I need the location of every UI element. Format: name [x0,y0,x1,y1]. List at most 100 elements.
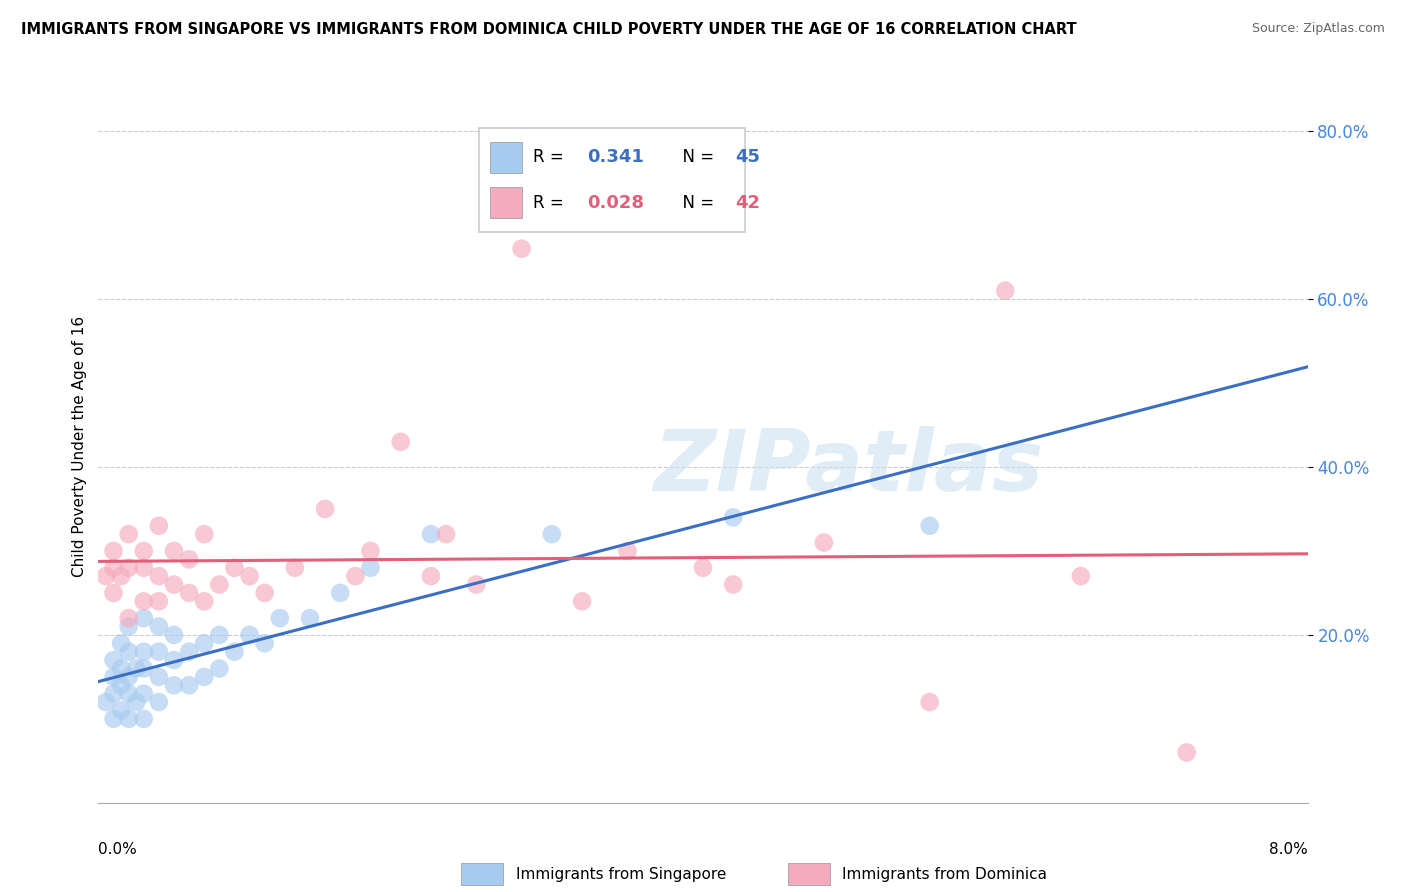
Point [110,678,132,692]
Point [110,703,132,717]
Point [224,560,246,574]
Point [118,712,141,726]
Point [179,678,201,692]
Point [110,661,132,675]
FancyBboxPatch shape [479,128,745,232]
Text: N =: N = [672,194,718,212]
Point [103,687,125,701]
Point [132,544,155,558]
Point [118,645,141,659]
Point [148,518,170,533]
FancyBboxPatch shape [489,142,522,173]
FancyBboxPatch shape [787,863,830,885]
Point [918,518,941,533]
Point [163,577,186,591]
Text: 0.0%: 0.0% [98,842,138,857]
Point [329,586,352,600]
Point [208,628,231,642]
Point [284,560,307,574]
Point [132,611,155,625]
Point [269,611,291,625]
Point [94,569,117,583]
Point [148,645,170,659]
Point [132,594,155,608]
Point [360,544,382,558]
Point [163,628,186,642]
Text: Immigrants from Dominica: Immigrants from Dominica [842,867,1047,881]
Point [103,586,125,600]
Text: 0.341: 0.341 [586,148,644,167]
Point [193,527,215,541]
Point [110,636,132,650]
Point [148,670,170,684]
Point [132,661,155,675]
Point [118,687,141,701]
Point [571,594,593,608]
Point [420,569,443,583]
Point [163,653,186,667]
Point [723,577,745,591]
Text: 0.028: 0.028 [586,194,644,212]
Point [148,695,170,709]
Point [193,594,215,608]
Point [299,611,322,625]
Point [163,678,186,692]
Point [813,535,835,549]
Point [239,628,262,642]
Point [118,527,141,541]
FancyBboxPatch shape [461,863,503,885]
Point [103,544,125,558]
Point [193,670,215,684]
Point [132,645,155,659]
Point [148,619,170,633]
Text: Source: ZipAtlas.com: Source: ZipAtlas.com [1251,22,1385,36]
Point [344,569,367,583]
Point [163,544,186,558]
Point [179,586,201,600]
Point [193,636,215,650]
Point [918,695,941,709]
Point [253,586,276,600]
Point [994,284,1017,298]
Point [94,695,117,709]
Point [360,560,382,574]
Point [239,569,262,583]
Point [125,661,148,675]
Point [132,560,155,574]
Text: IMMIGRANTS FROM SINGAPORE VS IMMIGRANTS FROM DOMINICA CHILD POVERTY UNDER THE AG: IMMIGRANTS FROM SINGAPORE VS IMMIGRANTS … [21,22,1077,37]
Point [224,645,246,659]
Point [118,619,141,633]
Point [465,577,488,591]
Point [103,712,125,726]
Point [1070,569,1092,583]
Point [125,695,148,709]
Point [616,544,638,558]
Point [540,527,562,541]
Text: R =: R = [533,194,568,212]
Point [110,569,132,583]
FancyBboxPatch shape [489,187,522,219]
Text: 8.0%: 8.0% [1268,842,1308,857]
Point [510,242,533,256]
Point [148,569,170,583]
Point [208,577,231,591]
Text: N =: N = [672,148,718,167]
Point [103,653,125,667]
Point [118,560,141,574]
Point [1175,746,1198,760]
Point [253,636,276,650]
Point [692,560,714,574]
Point [434,527,457,541]
Point [132,712,155,726]
Point [103,560,125,574]
Point [118,611,141,625]
Text: 42: 42 [735,194,761,212]
Point [420,527,443,541]
Point [148,594,170,608]
Y-axis label: Child Poverty Under the Age of 16: Child Poverty Under the Age of 16 [72,316,87,576]
Point [179,552,201,566]
Point [118,670,141,684]
Point [179,645,201,659]
Point [389,434,412,449]
Point [723,510,745,524]
